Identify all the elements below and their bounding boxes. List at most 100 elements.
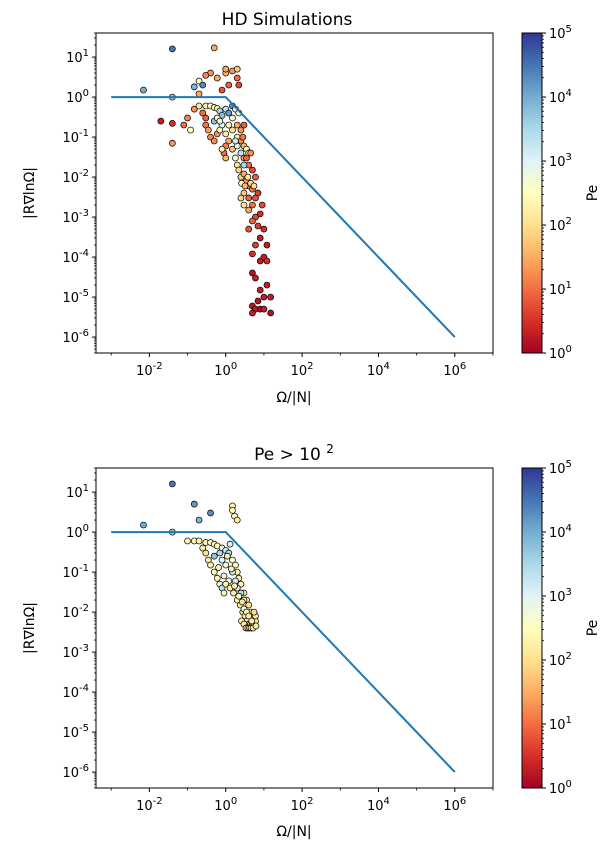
data-point [267, 309, 274, 317]
data-point [254, 297, 262, 305]
data-point [241, 182, 249, 190]
model-line [111, 96, 456, 338]
colorbar-ticks-bottom: 100 101 102 103 104 105 [542, 459, 572, 797]
y-tick-label: 10-4 [62, 248, 89, 266]
y-axis-label-bottom: |R∇lnΩ| [22, 602, 38, 654]
y-ticks-top: 10-6 10-5 10-4 10-3 10-2 10-1 100 101 [62, 32, 96, 354]
data-point [249, 250, 256, 258]
data-point [249, 166, 256, 174]
data-point [240, 161, 248, 169]
data-point [225, 121, 233, 129]
x-tick-label: 100 [214, 361, 237, 379]
colorbar-bottom [522, 468, 542, 788]
data-point [210, 552, 218, 560]
x-tick-label: 104 [367, 361, 390, 379]
data-point [169, 120, 176, 127]
data-point [215, 564, 222, 571]
colorbar-top [522, 33, 542, 353]
data-point [233, 516, 241, 524]
data-point [256, 234, 264, 242]
model-line-top [111, 96, 456, 338]
data-point [267, 293, 274, 301]
colorbar-label-bottom: Pe [585, 620, 601, 637]
data-point [252, 274, 259, 282]
data-point [237, 126, 245, 134]
data-point [222, 154, 230, 162]
data-point [237, 194, 245, 202]
data-point [245, 601, 253, 609]
model-line [111, 531, 456, 773]
plot-frame-bottom [95, 467, 494, 789]
scatter-points-bottom [140, 480, 260, 632]
data-point [140, 521, 147, 529]
colorbar-tick-label: 105 [549, 459, 572, 477]
x-axis-label-bottom: Ω/|N| [276, 824, 311, 840]
y-tick-label: 10-3 [62, 208, 89, 226]
data-point [169, 480, 176, 488]
data-point [248, 617, 256, 625]
y-tick-label: 10-1 [62, 563, 89, 581]
data-point [245, 612, 253, 620]
data-point [223, 552, 231, 560]
data-point [195, 102, 203, 110]
data-point [227, 565, 235, 573]
scatter-points-top [140, 44, 274, 317]
data-point [140, 86, 147, 94]
data-point [252, 622, 260, 630]
x-tick-label: 10-2 [136, 796, 163, 814]
data-point [232, 137, 239, 145]
y-tick-label: 100 [66, 523, 89, 541]
data-point [260, 293, 268, 301]
data-point [202, 114, 210, 122]
colorbar-tick-label: 103 [549, 587, 572, 605]
colorbar-tick-label: 104 [549, 88, 572, 106]
data-point [210, 137, 218, 145]
data-point [238, 598, 246, 606]
y-ticks-bottom: 10-6 10-5 10-4 10-3 10-2 10-1 100 101 [62, 467, 96, 789]
data-point [184, 537, 191, 545]
colorbar-tick-label: 100 [549, 344, 572, 362]
y-tick-label: 101 [66, 48, 89, 66]
data-point [190, 500, 198, 508]
data-point [226, 540, 234, 548]
data-point [207, 509, 214, 517]
y-axis-label-top: |R∇lnΩ| [22, 167, 38, 219]
data-point [199, 109, 207, 117]
data-point [256, 286, 264, 294]
colorbar-tick-label: 102 [549, 651, 572, 669]
x-tick-label: 104 [367, 796, 390, 814]
data-point [260, 225, 268, 233]
data-point [220, 589, 228, 597]
data-point [229, 145, 236, 153]
data-point [195, 537, 203, 545]
x-ticks-bottom: 10-2 100 102 104 106 [110, 788, 494, 814]
data-point [180, 121, 188, 129]
data-point [229, 114, 236, 122]
data-point [225, 81, 233, 89]
data-point [232, 154, 239, 162]
colorbar-tick-label: 101 [549, 280, 572, 298]
data-point [263, 281, 271, 289]
data-point [245, 206, 253, 214]
data-point [232, 561, 239, 569]
data-point [204, 126, 212, 134]
data-point [250, 608, 258, 616]
data-point [216, 549, 224, 557]
x-tick-label: 10-2 [136, 361, 163, 379]
data-point [218, 86, 226, 94]
data-point [235, 592, 243, 600]
data-point [222, 65, 230, 73]
colorbar-frame-top [521, 32, 543, 354]
data-point [249, 269, 256, 277]
data-point [247, 149, 255, 157]
x-tick-label: 102 [291, 361, 314, 379]
y-tick-label: 10-6 [62, 763, 89, 781]
data-point [222, 561, 230, 569]
data-point [235, 81, 243, 89]
data-point [157, 117, 165, 125]
data-point [229, 126, 236, 134]
chart-title-top: HD Simulations [222, 10, 353, 30]
colorbar-tick-label: 100 [549, 779, 572, 797]
data-point [218, 556, 226, 564]
